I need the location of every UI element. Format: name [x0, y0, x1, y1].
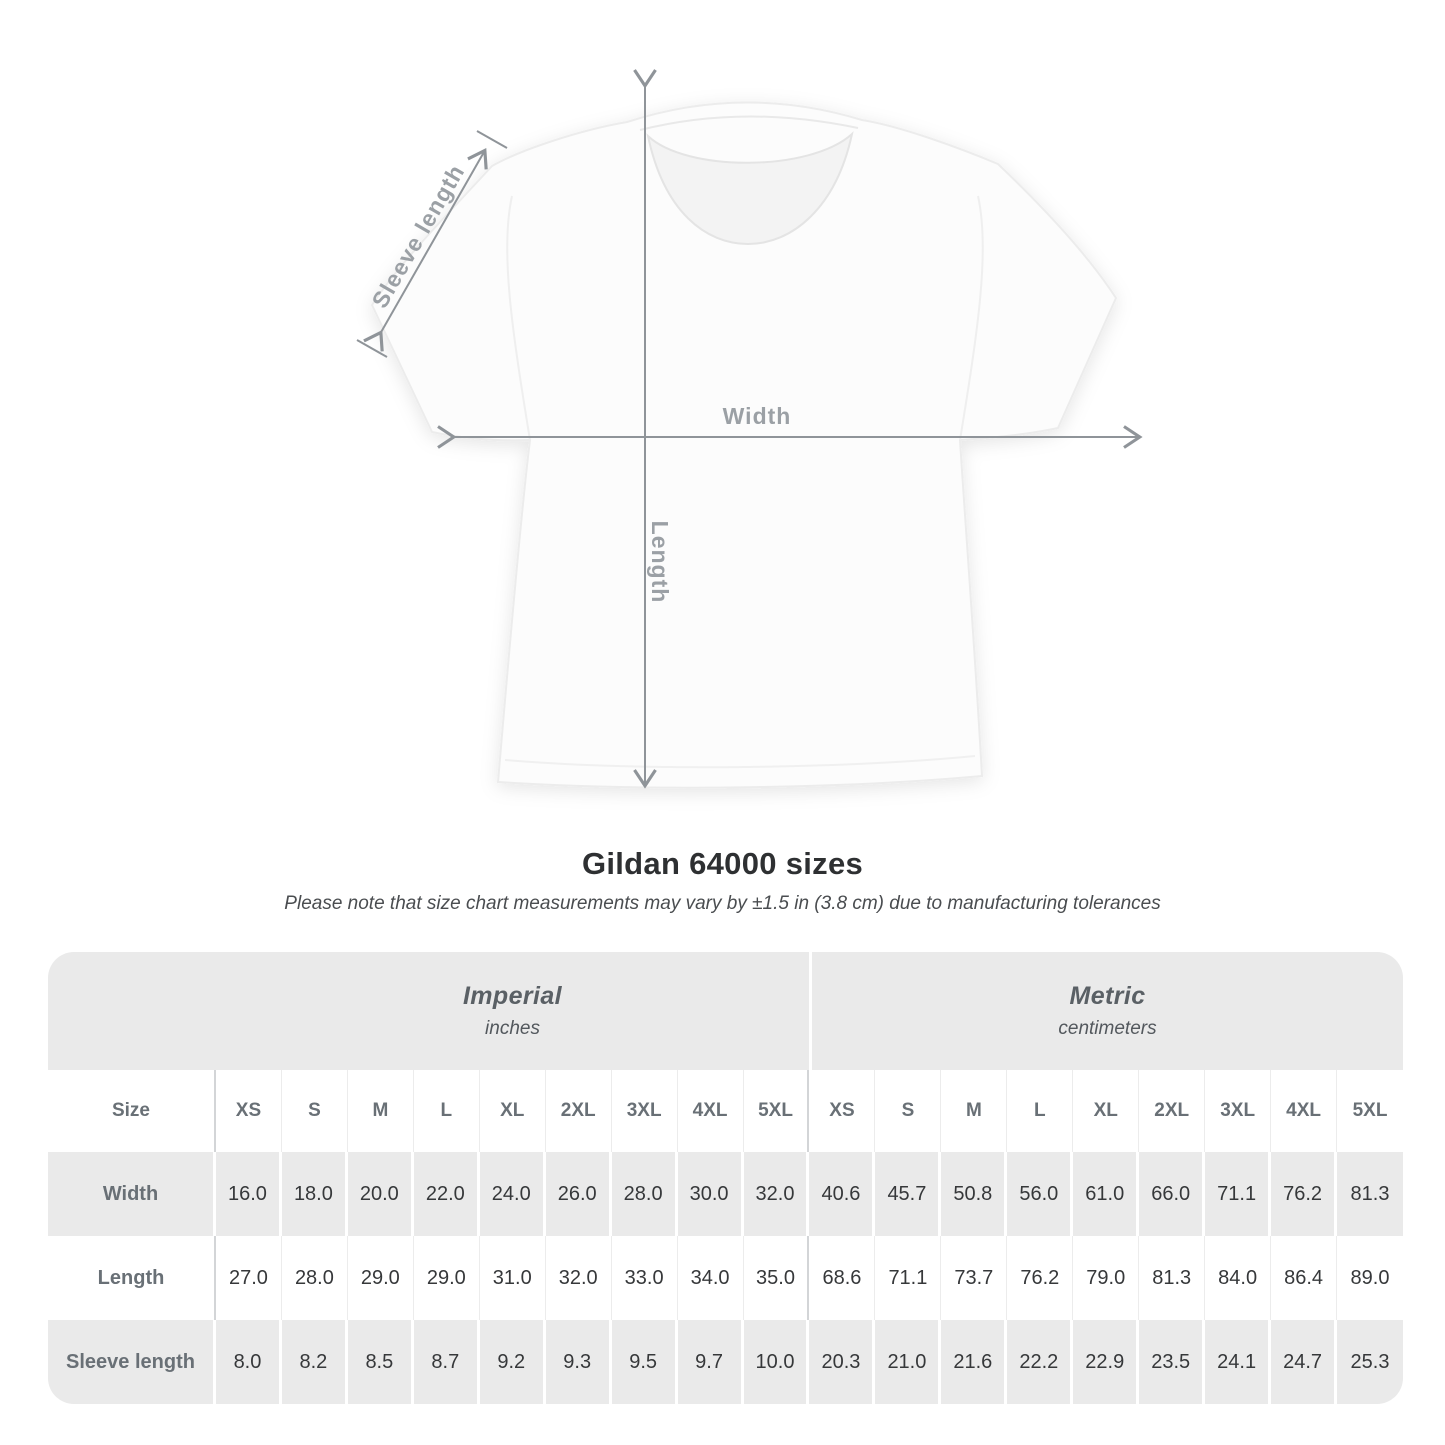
page-title: Gildan 64000 sizes: [581, 846, 864, 881]
table-cell: 10.0: [743, 1320, 810, 1404]
size-col-header: 5XL: [1337, 1070, 1403, 1152]
table-cell: 71.1: [875, 1236, 942, 1320]
size-col-header: XS: [809, 1070, 876, 1152]
table-cell: 20.3: [809, 1320, 876, 1404]
width-label: Width: [723, 403, 792, 429]
metric-header: Metric centimeters: [812, 952, 1403, 1070]
table-cell: 24.1: [1205, 1320, 1272, 1404]
table-cell: 8.2: [281, 1320, 348, 1404]
table-cell: 18.0: [281, 1152, 348, 1236]
size-col-header: XL: [1073, 1070, 1140, 1152]
size-col-header: 4XL: [677, 1070, 744, 1152]
band-divider: [809, 952, 812, 1070]
size-col-header: S: [281, 1070, 348, 1152]
table-cell: 30.0: [677, 1152, 744, 1236]
table-cell: 8.5: [347, 1320, 414, 1404]
table-cell: 9.2: [479, 1320, 546, 1404]
table-row-sleeve-length: Sleeve length 8.0 8.2 8.5 8.7 9.2 9.3 9.…: [48, 1320, 1403, 1404]
table-cell: 29.0: [347, 1236, 414, 1320]
size-col-header: 2XL: [1139, 1070, 1206, 1152]
size-col-header: XS: [216, 1070, 282, 1152]
table-cell: 29.0: [413, 1236, 480, 1320]
table-cell: 84.0: [1205, 1236, 1272, 1320]
table-cell: 50.8: [941, 1152, 1008, 1236]
size-table: Imperial inches Metric centimeters Size …: [48, 952, 1403, 1404]
size-col-header: M: [941, 1070, 1008, 1152]
table-cell: 40.6: [809, 1152, 876, 1236]
table-cell: 81.3: [1139, 1236, 1206, 1320]
row-label: Length: [48, 1236, 216, 1320]
size-col-header: L: [1007, 1070, 1074, 1152]
table-cell: 21.6: [941, 1320, 1008, 1404]
imperial-title: Imperial: [462, 982, 563, 1010]
table-cell: 28.0: [611, 1152, 678, 1236]
size-col-header: XL: [479, 1070, 546, 1152]
table-cell: 16.0: [216, 1152, 282, 1236]
table-cell: 34.0: [677, 1236, 744, 1320]
table-cell: 21.0: [875, 1320, 942, 1404]
table-cell: 31.0: [479, 1236, 546, 1320]
table-cell: 76.2: [1271, 1152, 1338, 1236]
table-cell: 22.9: [1073, 1320, 1140, 1404]
table-row-width: Width 16.0 18.0 20.0 22.0 24.0 26.0 28.0…: [48, 1152, 1403, 1236]
size-col-header: 2XL: [545, 1070, 612, 1152]
table-cell: 27.0: [216, 1236, 282, 1320]
size-header-label: Size: [48, 1070, 216, 1152]
table-cell: 73.7: [941, 1236, 1008, 1320]
table-row-length: Length 27.0 28.0 29.0 29.0 31.0 32.0 33.…: [48, 1236, 1403, 1320]
table-cell: 45.7: [875, 1152, 942, 1236]
table-cell: 26.0: [545, 1152, 612, 1236]
imperial-header: Imperial inches: [48, 952, 809, 1070]
size-col-header: L: [413, 1070, 480, 1152]
table-cell: 25.3: [1337, 1320, 1403, 1404]
row-label: Width: [48, 1152, 216, 1236]
table-cell: 24.0: [479, 1152, 546, 1236]
imperial-subtitle: inches: [485, 1018, 540, 1039]
table-cell: 24.7: [1271, 1320, 1338, 1404]
metric-subtitle: centimeters: [1058, 1018, 1157, 1039]
size-col-header: 4XL: [1271, 1070, 1338, 1152]
tshirt-image: [370, 101, 1118, 789]
size-col-header: M: [347, 1070, 414, 1152]
table-cell: 23.5: [1139, 1320, 1206, 1404]
table-cell: 9.5: [611, 1320, 678, 1404]
row-label: Sleeve length: [48, 1320, 216, 1404]
table-cell: 28.0: [281, 1236, 348, 1320]
table-cell: 33.0: [611, 1236, 678, 1320]
metric-title: Metric: [1069, 982, 1146, 1010]
table-cell: 81.3: [1337, 1152, 1403, 1236]
table-cell: 76.2: [1007, 1236, 1074, 1320]
size-col-header: 5XL: [743, 1070, 810, 1152]
table-cell: 56.0: [1007, 1152, 1074, 1236]
table-cell: 8.7: [413, 1320, 480, 1404]
sleeve-length-arrow: [356, 130, 508, 358]
table-cell: 89.0: [1337, 1236, 1403, 1320]
table-cell: 35.0: [743, 1236, 810, 1320]
table-cell: 68.6: [809, 1236, 876, 1320]
length-label: Length: [647, 521, 673, 604]
size-col-header: 3XL: [611, 1070, 678, 1152]
unit-header-band: Imperial inches Metric centimeters: [48, 952, 1403, 1070]
tolerance-note: Please note that size chart measurements…: [284, 893, 1161, 914]
table-cell: 9.3: [545, 1320, 612, 1404]
table-cell: 22.2: [1007, 1320, 1074, 1404]
table-cell: 20.0: [347, 1152, 414, 1236]
table-cell: 61.0: [1073, 1152, 1140, 1236]
size-col-header: S: [875, 1070, 942, 1152]
table-cell: 79.0: [1073, 1236, 1140, 1320]
table-cell: 86.4: [1271, 1236, 1338, 1320]
table-cell: 66.0: [1139, 1152, 1206, 1236]
table-cell: 22.0: [413, 1152, 480, 1236]
size-header-row: Size XS S M L XL 2XL 3XL 4XL 5XL XS S M …: [48, 1070, 1403, 1152]
table-cell: 71.1: [1205, 1152, 1272, 1236]
table-cell: 32.0: [545, 1236, 612, 1320]
table-cell: 32.0: [743, 1152, 810, 1236]
tshirt-measurement-diagram: Sleeve length Length Width: [356, 69, 1143, 789]
table-cell: 8.0: [216, 1320, 282, 1404]
table-cell: 9.7: [677, 1320, 744, 1404]
size-col-header: 3XL: [1205, 1070, 1272, 1152]
